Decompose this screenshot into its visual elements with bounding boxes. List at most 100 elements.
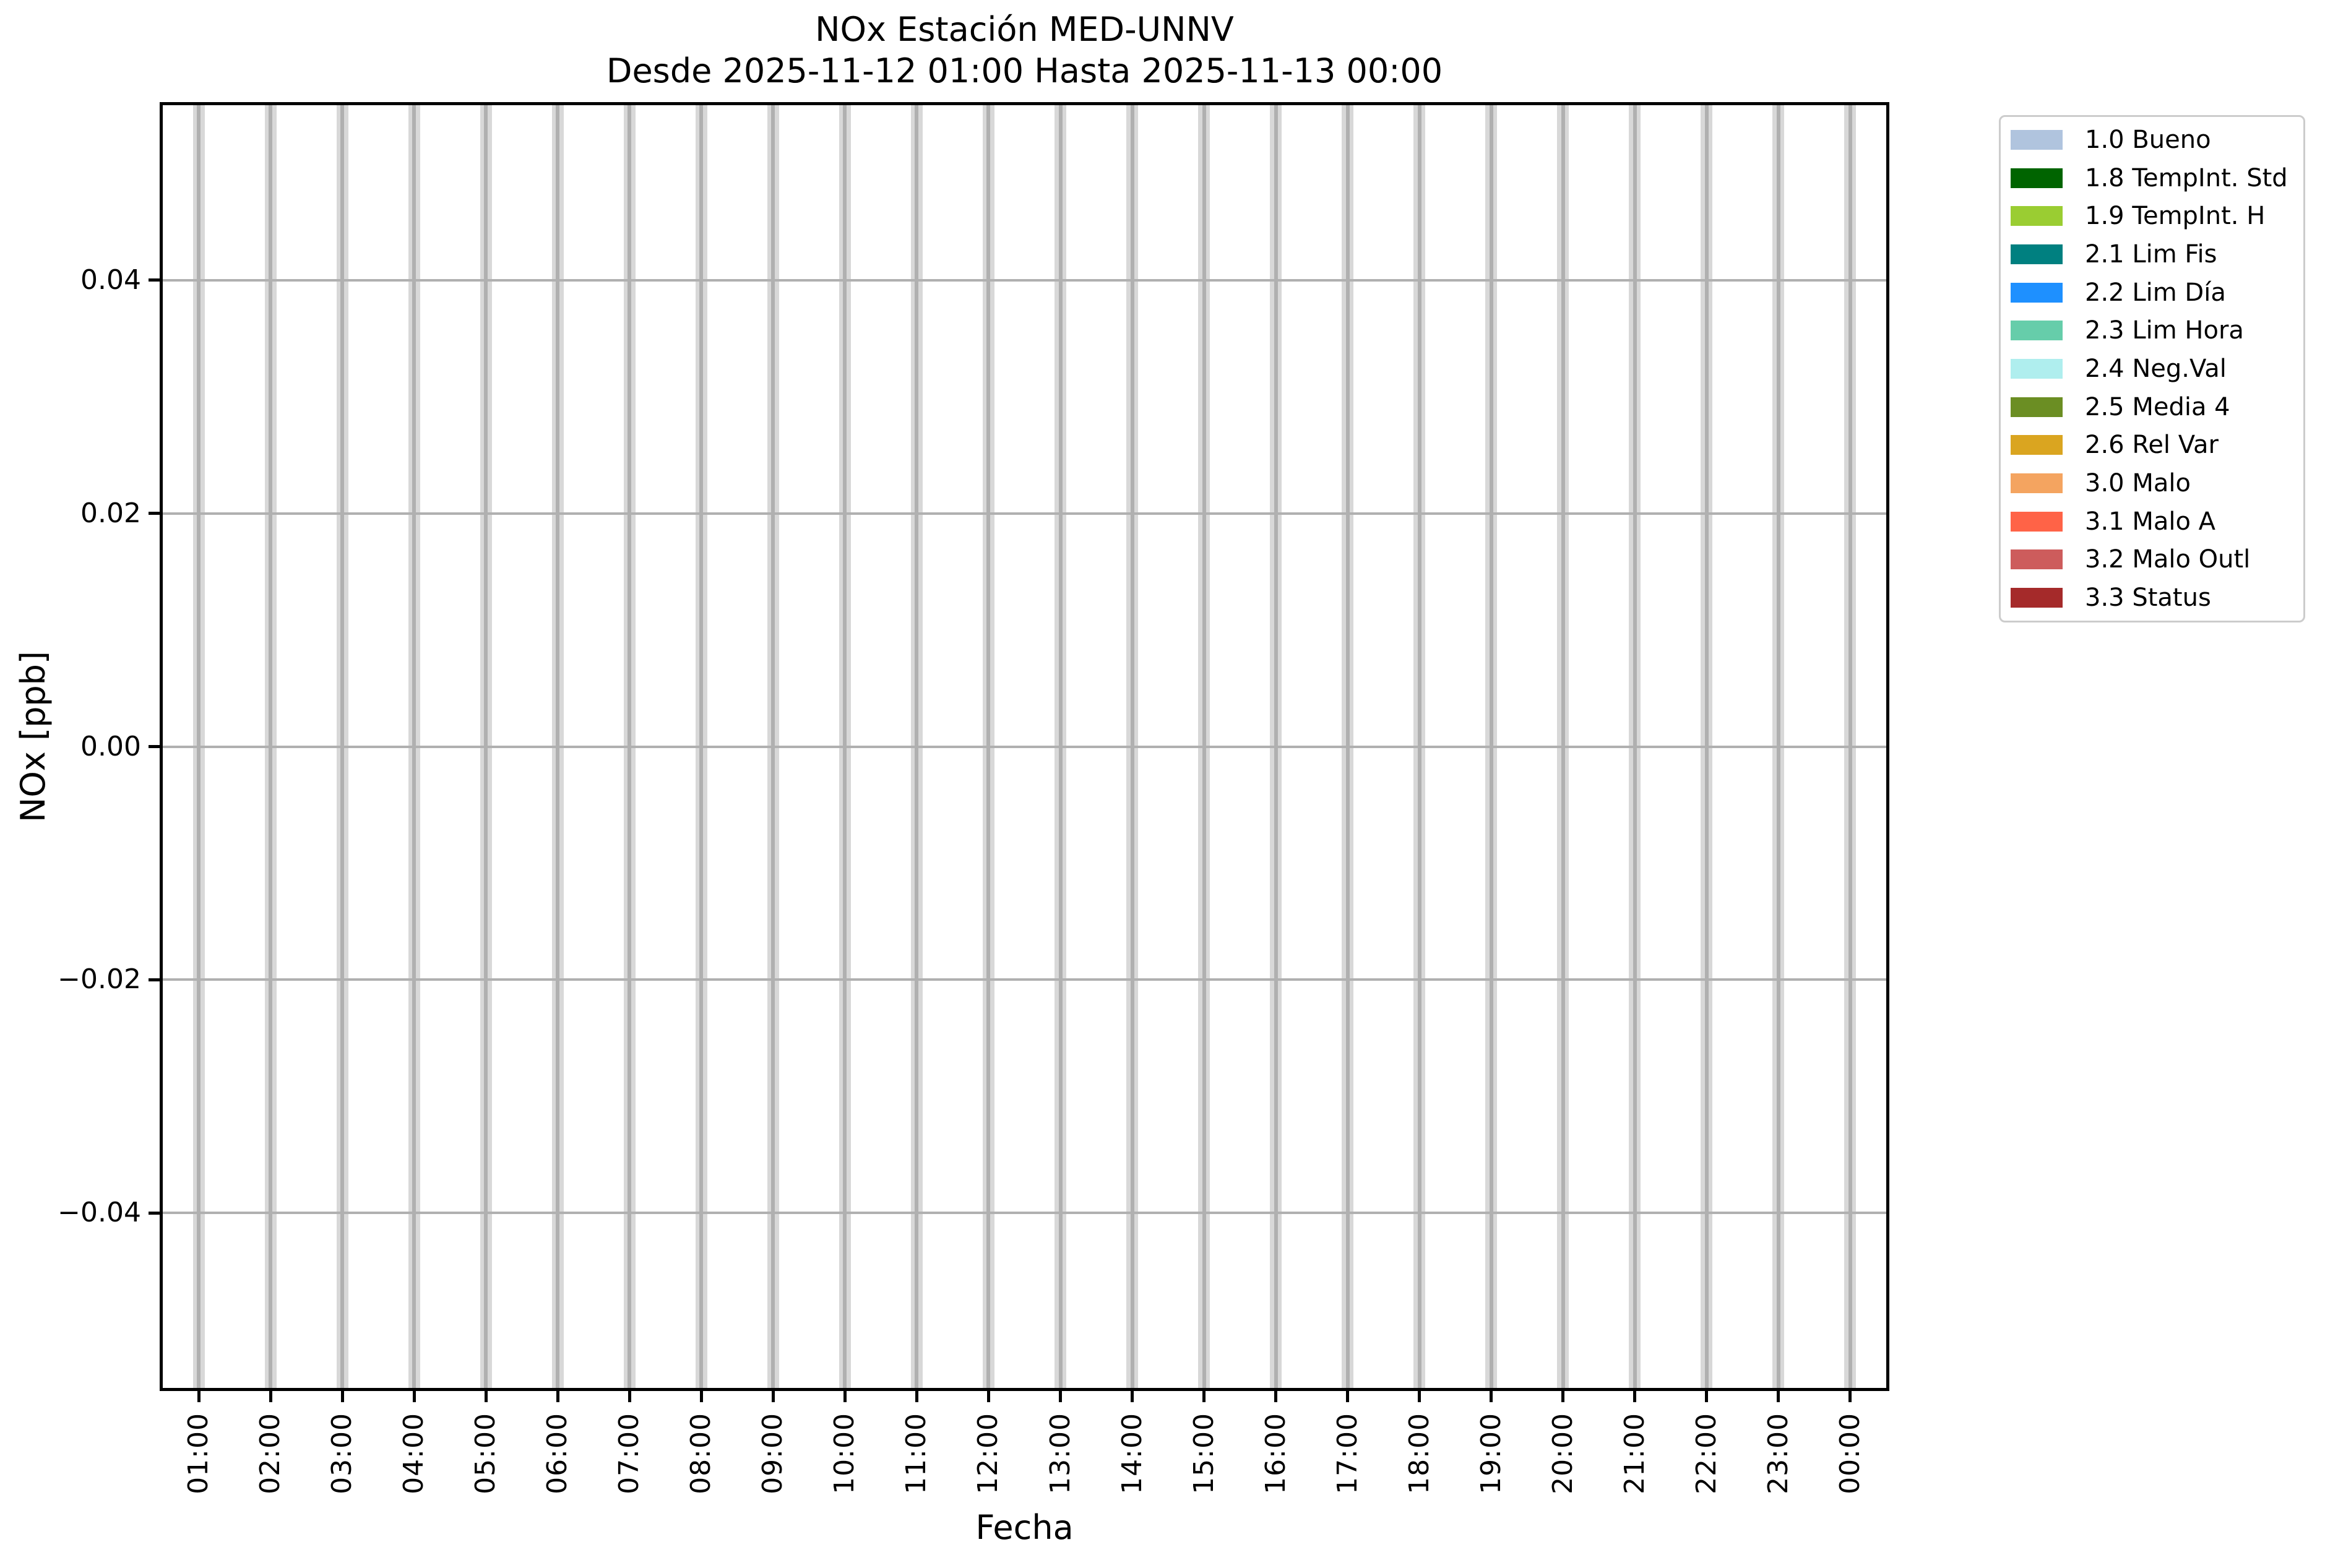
legend-item-label: 2.3 Lim Hora: [2085, 316, 2244, 345]
legend-swatch: [2011, 358, 2063, 379]
x-tick: [1202, 1391, 1206, 1402]
legend-item-label: 2.4 Neg.Val: [2085, 354, 2227, 383]
x-tick-label: 06:00: [541, 1413, 574, 1494]
x-tick-label: 23:00: [1762, 1413, 1794, 1494]
x-tick-label: 20:00: [1546, 1413, 1579, 1494]
x-tick-label: 02:00: [254, 1413, 287, 1494]
legend-item: 3.3 Status: [2001, 580, 2303, 616]
plot-area: [160, 102, 1889, 1391]
legend-swatch: [2011, 397, 2063, 417]
x-tick: [1633, 1391, 1637, 1402]
x-tick: [628, 1391, 631, 1402]
x-tick-label: 16:00: [1259, 1413, 1292, 1494]
x-tick-label: 08:00: [685, 1413, 717, 1494]
y-gridline: [163, 512, 1886, 515]
x-tick-label: 11:00: [900, 1413, 933, 1494]
legend-item: 2.6 Rel Var: [2001, 427, 2303, 463]
legend-item: 3.0 Malo: [2001, 465, 2303, 501]
y-tick: [149, 1211, 160, 1215]
x-tick-label: 14:00: [1116, 1413, 1148, 1494]
legend-swatch: [2011, 129, 2063, 150]
legend-item: 2.2 Lim Día: [2001, 275, 2303, 311]
x-tick: [1848, 1391, 1852, 1402]
x-tick: [1059, 1391, 1063, 1402]
x-tick-label: 07:00: [613, 1413, 645, 1494]
y-gridline: [163, 1212, 1886, 1215]
x-tick-label: 13:00: [1044, 1413, 1076, 1494]
legend-item-label: 1.9 TempInt. H: [2085, 202, 2266, 231]
legend-item-label: 3.3 Status: [2085, 584, 2211, 613]
x-tick-label: 15:00: [1188, 1413, 1220, 1494]
legend-item: 2.5 Media 4: [2001, 389, 2303, 425]
legend-item-label: 3.2 Malo Outl: [2085, 545, 2251, 574]
x-tick: [197, 1391, 201, 1402]
x-tick: [1131, 1391, 1134, 1402]
x-tick-label: 10:00: [829, 1413, 861, 1494]
legend-item-label: 2.5 Media 4: [2085, 392, 2230, 421]
x-tick-label: 01:00: [183, 1413, 215, 1494]
chart-title-line2: Desde 2025-11-12 01:00 Hasta 2025-11-13 …: [606, 51, 1443, 90]
x-tick-label: 18:00: [1403, 1413, 1435, 1494]
y-tick: [149, 978, 160, 981]
x-axis-label: Fecha: [975, 1508, 1074, 1547]
y-gridline: [163, 978, 1886, 981]
y-gridline: [163, 745, 1886, 748]
legend-swatch: [2011, 321, 2063, 341]
y-gridline: [163, 278, 1886, 282]
legend-item-label: 2.1 Lim Fis: [2085, 239, 2217, 269]
x-tick: [986, 1391, 990, 1402]
x-tick: [771, 1391, 775, 1402]
x-tick-label: 17:00: [1331, 1413, 1363, 1494]
x-tick: [1418, 1391, 1421, 1402]
y-tick: [149, 278, 160, 282]
y-tick-label: −0.02: [58, 963, 141, 996]
legend-item: 1.9 TempInt. H: [2001, 198, 2303, 234]
legend-swatch: [2011, 588, 2063, 608]
legend-item-label: 2.2 Lim Día: [2085, 278, 2226, 307]
legend-item: 1.0 Bueno: [2001, 122, 2303, 158]
x-tick-label: 05:00: [470, 1413, 502, 1494]
x-tick: [1274, 1391, 1278, 1402]
x-tick: [556, 1391, 559, 1402]
legend-item: 3.1 Malo A: [2001, 504, 2303, 540]
legend-item-label: 1.8 TempInt. Std: [2085, 163, 2288, 192]
x-tick: [269, 1391, 272, 1402]
legend-item-label: 1.0 Bueno: [2085, 125, 2211, 154]
x-tick: [1777, 1391, 1780, 1402]
y-tick-label: 0.02: [80, 497, 141, 529]
x-tick: [412, 1391, 416, 1402]
x-tick-label: 22:00: [1690, 1413, 1722, 1494]
x-tick: [1561, 1391, 1565, 1402]
legend-swatch: [2011, 244, 2063, 264]
x-tick-label: 19:00: [1475, 1413, 1507, 1494]
x-tick: [1705, 1391, 1709, 1402]
y-tick: [149, 745, 160, 748]
legend-item: 2.1 Lim Fis: [2001, 236, 2303, 272]
legend-item-label: 2.6 Rel Var: [2085, 431, 2219, 460]
x-tick-label: 21:00: [1618, 1413, 1650, 1494]
legend-swatch: [2011, 473, 2063, 494]
x-tick-label: 09:00: [757, 1413, 789, 1494]
y-tick: [149, 512, 160, 515]
legend-swatch: [2011, 511, 2063, 532]
legend-swatch: [2011, 549, 2063, 570]
x-tick: [1346, 1391, 1350, 1402]
x-tick-label: 03:00: [326, 1413, 358, 1494]
legend-item: 3.2 Malo Outl: [2001, 541, 2303, 577]
legend-item-label: 3.0 Malo: [2085, 469, 2191, 498]
chart-title-line1: NOx Estación MED-UNNV: [815, 10, 1234, 49]
x-tick-label: 12:00: [972, 1413, 1004, 1494]
x-tick: [843, 1391, 847, 1402]
legend-item: 1.8 TempInt. Std: [2001, 160, 2303, 196]
legend-swatch: [2011, 282, 2063, 303]
legend-swatch: [2011, 168, 2063, 188]
y-tick-label: 0.00: [80, 730, 141, 762]
x-tick: [915, 1391, 918, 1402]
x-tick: [484, 1391, 488, 1402]
legend-swatch: [2011, 206, 2063, 226]
legend-swatch: [2011, 435, 2063, 455]
y-tick-label: −0.04: [58, 1197, 141, 1229]
legend-item: 2.4 Neg.Val: [2001, 351, 2303, 387]
x-tick: [699, 1391, 703, 1402]
